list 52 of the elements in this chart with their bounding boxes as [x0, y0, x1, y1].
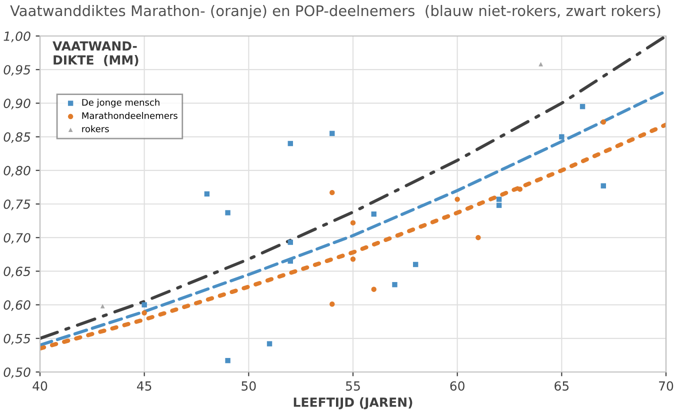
point	[288, 240, 293, 245]
y-tick-label: 0,85	[4, 132, 30, 143]
point	[454, 196, 460, 202]
point	[580, 104, 586, 110]
point	[225, 210, 230, 216]
x-tick-label: 65	[554, 381, 569, 391]
point	[350, 256, 356, 262]
point	[600, 119, 606, 125]
point	[538, 62, 543, 66]
point	[266, 341, 272, 346]
x-tick-label: 45	[136, 381, 152, 391]
point	[496, 202, 502, 208]
point	[559, 134, 564, 140]
legend-label: Marathondeelnemers	[82, 112, 178, 120]
x-tick-label: 50	[242, 381, 256, 391]
y-tick-label: 0,95	[4, 65, 30, 76]
y-tick-label: 0,75	[4, 199, 30, 210]
x-tick-label: 60	[450, 381, 464, 391]
x-tick-label: 55	[346, 381, 360, 391]
point	[142, 310, 147, 316]
point	[517, 186, 523, 192]
y-tick-label: 0,55	[4, 334, 30, 345]
y-tick-label: 0,65	[4, 266, 30, 278]
legend-label: De jonge mensch	[82, 98, 160, 108]
point	[142, 302, 147, 308]
y-tick-label: 0,50	[4, 367, 30, 378]
x-tick-label: 40	[32, 381, 48, 391]
point	[204, 191, 210, 197]
x-axis-title: LEEFTIJD (JAREN)	[294, 397, 412, 410]
point	[496, 196, 502, 202]
point	[392, 282, 398, 288]
y-axis-title: VAATWAND- DIKTE (MM)	[52, 41, 138, 66]
legend-label: rokers	[82, 125, 109, 132]
point	[476, 235, 481, 240]
point	[600, 183, 606, 188]
point	[413, 262, 418, 268]
y-tick-label: 1,00	[4, 31, 30, 42]
y-tick-label: 0,70	[4, 233, 30, 244]
point	[371, 286, 376, 292]
point	[288, 140, 293, 146]
point	[371, 211, 376, 217]
point	[330, 130, 335, 136]
y-tick-label: 0,60	[4, 300, 30, 311]
point	[225, 358, 230, 364]
y-tick-label: 0,80	[4, 166, 30, 177]
point	[350, 220, 356, 226]
point	[330, 302, 335, 307]
point	[330, 190, 335, 196]
x-tick-label: 70	[659, 381, 674, 391]
y-tick-label: 0,90	[4, 98, 30, 110]
point	[100, 304, 105, 308]
chart-title: Vaatwanddiktes Marathon- (oranje) en POP-deelnemers (blauw niet-rokers, zwart rokers)	[10, 4, 660, 20]
